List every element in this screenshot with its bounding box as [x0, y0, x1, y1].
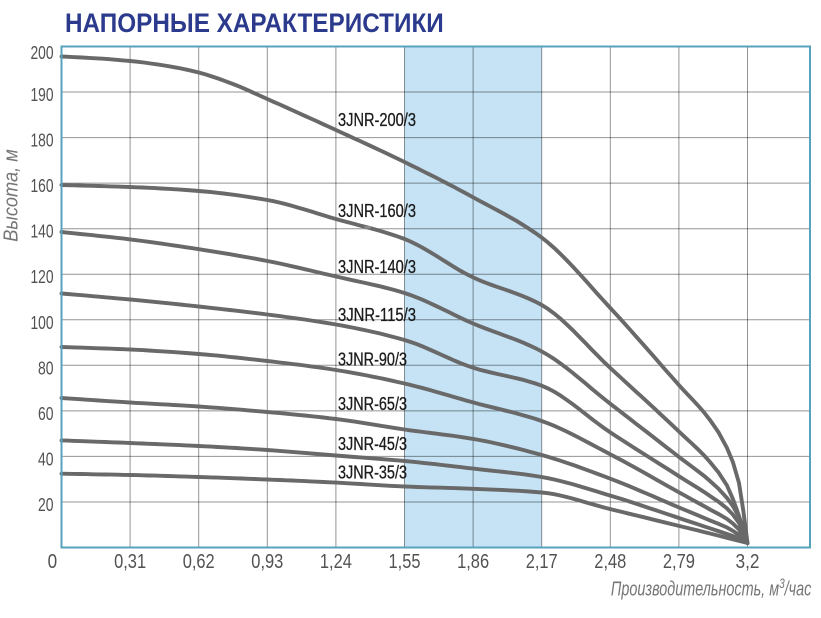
svg-text:3JNR-45/3: 3JNR-45/3	[338, 434, 407, 454]
svg-text:0,62: 0,62	[183, 551, 215, 573]
svg-text:160: 160	[31, 176, 54, 196]
svg-text:120: 120	[31, 267, 54, 287]
svg-text:1,55: 1,55	[389, 551, 421, 573]
svg-text:80: 80	[38, 358, 54, 378]
svg-text:180: 180	[31, 131, 54, 151]
svg-text:2,17: 2,17	[526, 551, 558, 573]
svg-text:3JNR-140/3: 3JNR-140/3	[338, 257, 416, 277]
svg-text:3,2: 3,2	[736, 551, 760, 573]
svg-text:200: 200	[31, 43, 54, 63]
svg-text:0,93: 0,93	[251, 551, 283, 573]
svg-text:190: 190	[31, 85, 54, 105]
svg-text:140: 140	[31, 222, 54, 242]
svg-text:3JNR-160/3: 3JNR-160/3	[338, 201, 416, 221]
svg-text:3JNR-90/3: 3JNR-90/3	[338, 349, 407, 369]
svg-text:60: 60	[38, 404, 54, 424]
svg-text:1,24: 1,24	[320, 551, 352, 573]
svg-text:100: 100	[31, 313, 54, 333]
svg-text:3JNR-65/3: 3JNR-65/3	[338, 394, 407, 414]
svg-text:3JNR-35/3: 3JNR-35/3	[338, 462, 407, 482]
svg-text:20: 20	[38, 495, 54, 515]
svg-text:0: 0	[48, 551, 58, 573]
svg-text:3JNR-200/3: 3JNR-200/3	[338, 110, 416, 130]
svg-text:1,86: 1,86	[457, 551, 489, 573]
svg-text:40: 40	[38, 449, 54, 469]
svg-text:3JNR-115/3: 3JNR-115/3	[338, 305, 416, 325]
svg-text:2,79: 2,79	[663, 551, 695, 573]
svg-text:0,31: 0,31	[114, 551, 146, 573]
svg-text:2,48: 2,48	[594, 551, 626, 573]
